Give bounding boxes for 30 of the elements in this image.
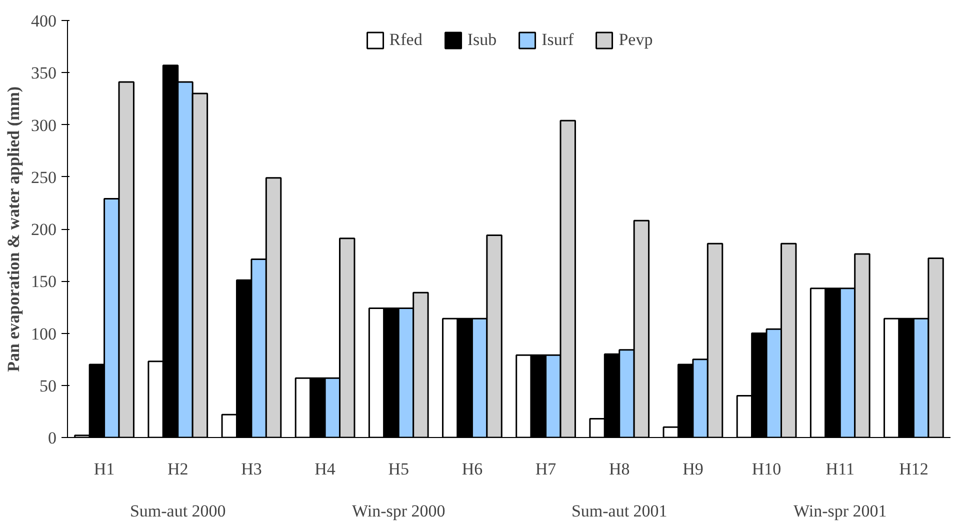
y-tick-label: 250 [31, 168, 56, 187]
y-tick-label: 300 [31, 116, 56, 135]
y-axis-title: Pan evaporation & water applied (mm) [4, 86, 23, 372]
x-tick-label: H5 [388, 460, 410, 478]
y-tick-label: 50 [40, 376, 56, 396]
x-tick-label: H3 [241, 460, 262, 478]
y-tick-label: 100 [31, 324, 56, 344]
y-tick-label: 400 [31, 12, 56, 30]
text: Win-spr 2001 [793, 502, 887, 520]
text: Sum-aut 2001 [571, 502, 668, 520]
legend-label: Isub [467, 30, 497, 50]
x-tick-label: H9 [682, 460, 704, 478]
text: Sum-aut 2000 [130, 502, 226, 520]
x-tick-label: H10 [752, 460, 782, 478]
x-tick-label: H11 [826, 460, 854, 478]
x-tick-label: H1 [94, 460, 115, 478]
legend-label: Rfed [389, 30, 422, 50]
x-tick-label: H8 [608, 460, 630, 478]
y-tick-label: 150 [31, 272, 56, 292]
x-tick-label: H4 [314, 460, 336, 478]
x-tick-label: H7 [535, 460, 557, 478]
x-tick-label: H6 [462, 460, 483, 478]
legend-label: Pevp [618, 30, 653, 50]
x-tick-label: H12 [899, 460, 928, 478]
y-tick-label: 0 [48, 428, 56, 448]
legend-label: Isurf [542, 30, 574, 50]
y-tick-label: 350 [31, 64, 56, 83]
text: Win-spr 2000 [352, 502, 446, 520]
y-tick-label: 200 [31, 220, 56, 239]
x-tick-label: H2 [167, 460, 188, 478]
